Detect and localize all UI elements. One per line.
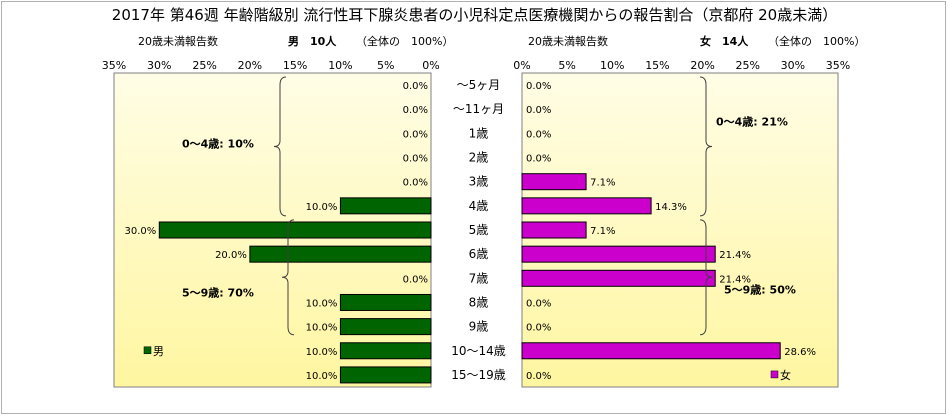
male-data-label: 0.0% — [403, 81, 428, 92]
female-axis-tick-label: 20% — [690, 59, 714, 72]
male-brace-0-4 — [273, 76, 287, 217]
female-data-label: 21.4% — [719, 250, 751, 261]
category-label: 3歳 — [469, 175, 489, 189]
male-axis-tick-label: 5% — [377, 59, 394, 72]
female-bar — [521, 269, 716, 287]
male-axis-tick-label: 20% — [238, 59, 262, 72]
chart-title: 2017年 第46週 年齢階級別 流行性耳下腺炎患者の小児科定点医療機関からの報… — [111, 6, 838, 24]
female-data-label: 0.0% — [526, 105, 551, 116]
female-legend-swatch — [770, 370, 779, 379]
female-brace-0-4 — [699, 76, 713, 217]
female-bar — [521, 245, 716, 263]
female-bar — [521, 221, 587, 239]
female-axis-tick-label: 25% — [735, 59, 759, 72]
male-axis-tick-label: 15% — [283, 59, 307, 72]
category-label: 15〜19歳 — [451, 368, 506, 382]
male-bar — [339, 318, 432, 336]
male-axis-tick-label: 25% — [192, 59, 216, 72]
category-label: 2歳 — [469, 151, 489, 165]
male-summary: 男 10人 — [288, 35, 337, 48]
female-data-label: 21.4% — [719, 274, 751, 285]
female-summary: 女 14人 — [700, 35, 749, 48]
female-group-5-9-annotation: 5〜9歳: 50% — [724, 282, 796, 296]
female-bar — [521, 197, 652, 215]
female-data-label: 7.1% — [590, 178, 615, 189]
male-bar — [339, 293, 432, 311]
category-label: 〜11ヶ月 — [453, 102, 504, 116]
male-axis-tick-label: 10% — [328, 59, 352, 72]
category-label: 4歳 — [469, 199, 489, 213]
male-data-label: 10.0% — [306, 371, 338, 382]
female-axis-tick-label: 5% — [558, 59, 575, 72]
male-data-label: 0.0% — [403, 154, 428, 165]
female-axis-tick-label: 10% — [600, 59, 624, 72]
female-bar — [521, 342, 781, 360]
category-label: 5歳 — [469, 223, 489, 237]
category-label: 7歳 — [469, 271, 489, 285]
female-axis-tick-label: 0% — [513, 59, 530, 72]
male-total: （全体の 100%） — [356, 35, 454, 48]
male-axis-tick-label: 0% — [422, 59, 439, 72]
left-caption: 20歳未満報告数 — [138, 35, 218, 48]
right-caption: 20歳未満報告数 — [528, 35, 608, 48]
category-label: 8歳 — [469, 295, 489, 309]
female-group-0-4-annotation: 0〜4歳: 21% — [716, 114, 788, 128]
male-bar — [339, 197, 432, 215]
female-data-label: 14.3% — [655, 202, 687, 213]
male-data-label: 0.0% — [403, 274, 428, 285]
male-legend-swatch — [143, 346, 152, 355]
female-data-label: 7.1% — [590, 226, 615, 237]
male-data-label: 0.0% — [403, 178, 428, 189]
female-data-label: 28.6% — [784, 347, 816, 358]
category-label: 〜5ヶ月 — [457, 78, 501, 92]
male-axis-tick-label: 35% — [102, 59, 126, 72]
male-data-label: 10.0% — [306, 323, 338, 334]
male-bar — [158, 221, 432, 239]
female-bar — [521, 173, 587, 191]
category-label: 10〜14歳 — [451, 344, 506, 358]
female-axis-tick-label: 35% — [826, 59, 850, 72]
male-brace-5-9 — [281, 219, 295, 336]
male-data-label: 10.0% — [306, 347, 338, 358]
female-axis-tick-label: 15% — [645, 59, 669, 72]
male-group-0-4-annotation: 0〜4歳: 10% — [182, 136, 254, 150]
female-axis-tick-label: 30% — [781, 59, 805, 72]
male-data-label: 10.0% — [306, 298, 338, 309]
male-data-label: 30.0% — [125, 226, 157, 237]
category-label: 6歳 — [469, 247, 489, 261]
male-bar — [339, 366, 432, 384]
female-data-label: 0.0% — [526, 371, 551, 382]
male-legend-label: 男 — [153, 345, 164, 358]
male-data-label: 0.0% — [403, 129, 428, 140]
male-data-label: 10.0% — [306, 202, 338, 213]
male-data-label: 0.0% — [403, 105, 428, 116]
male-bar — [249, 245, 432, 263]
male-group-5-9-annotation: 5〜9歳: 70% — [182, 285, 254, 299]
female-data-label: 0.0% — [526, 298, 551, 309]
category-label: 9歳 — [469, 320, 489, 334]
female-data-label: 0.0% — [526, 81, 551, 92]
male-bar — [339, 342, 432, 360]
female-brace-5-9 — [699, 219, 713, 336]
female-total: （全体の 100%） — [768, 35, 866, 48]
female-legend-label: 女 — [780, 368, 791, 382]
female-data-label: 0.0% — [526, 154, 551, 165]
male-data-label: 20.0% — [215, 250, 247, 261]
category-label: 1歳 — [469, 126, 489, 140]
female-data-label: 0.0% — [526, 323, 551, 334]
female-data-label: 0.0% — [526, 129, 551, 140]
male-axis-tick-label: 30% — [147, 59, 171, 72]
